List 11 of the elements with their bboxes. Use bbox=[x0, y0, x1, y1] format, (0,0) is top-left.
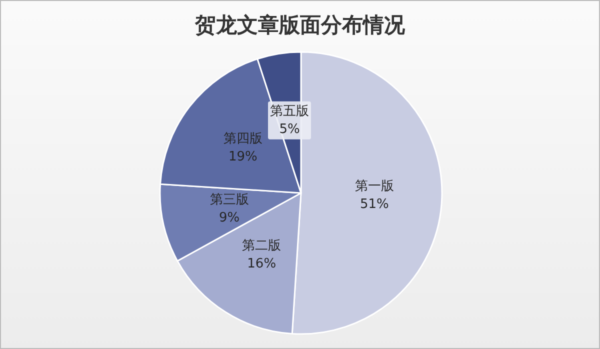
slice-label: 第三版 bbox=[210, 192, 249, 208]
slice-label: 第四版 bbox=[223, 131, 262, 146]
data-label: 16% bbox=[247, 256, 276, 272]
slice-label: 第一版 bbox=[354, 178, 394, 194]
data-label: 9% bbox=[218, 210, 240, 226]
slice-label: 第二版 bbox=[242, 238, 282, 254]
data-label: 51% bbox=[360, 196, 389, 212]
data-label: 5% bbox=[279, 122, 300, 137]
slice-label: 第五版 bbox=[270, 104, 309, 119]
chart-title: 贺龙文章版面分布情况 bbox=[194, 12, 406, 37]
data-label: 19% bbox=[228, 149, 258, 164]
